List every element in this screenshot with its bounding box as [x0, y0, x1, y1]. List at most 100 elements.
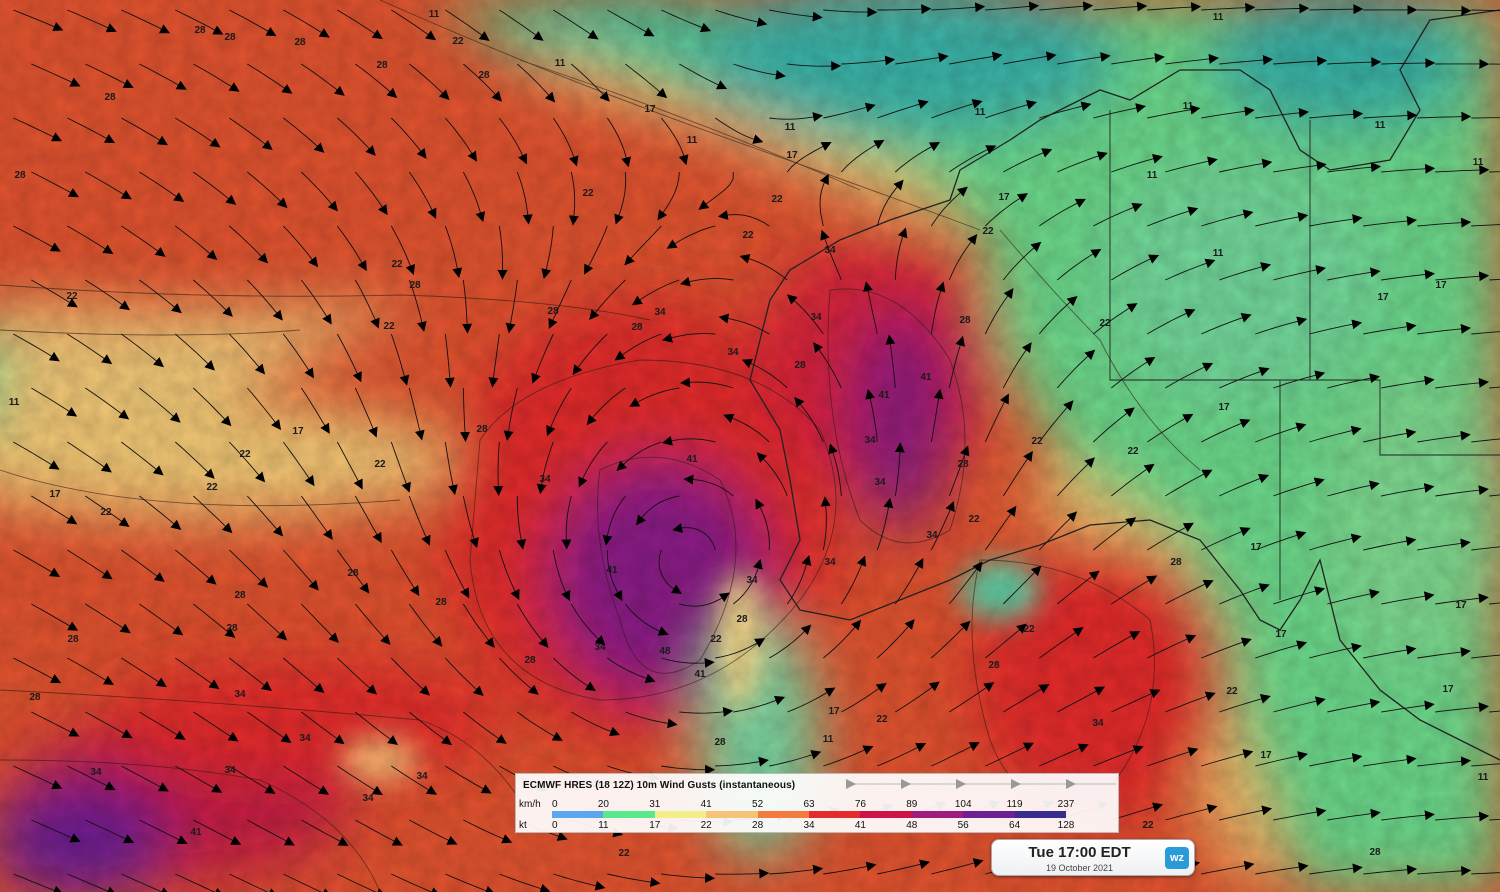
wind-streamline — [1417, 756, 1472, 767]
wind-streamline — [876, 497, 894, 551]
wind-streamline — [1363, 864, 1418, 875]
contour-label: 17 — [1260, 750, 1272, 761]
wind-streamline — [499, 873, 551, 892]
wind-streamline — [1093, 103, 1147, 119]
wind-streamline — [390, 333, 410, 386]
wind-streamline — [247, 63, 293, 94]
contour-label: 34 — [654, 307, 666, 318]
contour-label: 28 — [988, 660, 1000, 671]
wind-streamline — [1201, 749, 1254, 767]
wind-streamline — [1056, 349, 1096, 389]
wind-streamline — [193, 711, 239, 742]
wind-streamline — [390, 657, 430, 696]
wind-streamline — [741, 359, 788, 389]
wind-streamline — [121, 657, 167, 688]
wind-streamline — [614, 171, 627, 225]
wind-streamline — [679, 63, 728, 90]
wind-streamline — [85, 279, 131, 311]
wind-streamline — [1039, 101, 1092, 119]
contour-label: 28 — [547, 306, 559, 317]
wind-streamline — [408, 171, 437, 219]
wind-streamline — [1002, 565, 1042, 605]
wind-streamline — [606, 549, 623, 602]
wind-streamline — [1255, 422, 1307, 443]
contour-label: 17 — [786, 150, 798, 161]
wind-streamline — [683, 474, 734, 497]
wind-streamline — [931, 858, 984, 875]
wind-streamline — [984, 505, 1017, 551]
wind-streamline — [139, 819, 188, 845]
contour-label: 17 — [49, 489, 61, 500]
contour-label: 28 — [794, 360, 806, 371]
legend-title: ECMWF HRES (18 12Z) 10m Wind Gusts (inst… — [523, 780, 796, 791]
wind-streamline — [1363, 536, 1417, 551]
wind-streamline — [607, 873, 661, 888]
wind-streamline — [444, 225, 463, 279]
contour-label: 11 — [687, 135, 698, 146]
legend-tick: 48 — [906, 820, 918, 831]
wind-streamline — [624, 225, 662, 266]
wind-streamline — [175, 9, 224, 35]
contour-label: 11 — [823, 734, 834, 745]
contour-label: 11 — [1473, 157, 1484, 168]
contour-label: 28 — [959, 315, 971, 326]
wind-streamline — [1381, 810, 1435, 821]
colorbar-segment — [757, 811, 810, 818]
timestamp-box[interactable]: Tue 17:00 EDT 19 October 2021 wz — [991, 839, 1195, 876]
wind-streamline — [1039, 1, 1094, 12]
wind-streamline — [193, 63, 240, 92]
wind-streamline — [1435, 165, 1490, 176]
wind-streamline — [930, 500, 955, 551]
contour-label: 22 — [771, 194, 783, 205]
wind-streamline — [1147, 104, 1201, 119]
wind-streamline — [85, 819, 135, 844]
wind-streamline — [445, 765, 492, 794]
wind-streamline — [67, 117, 116, 144]
contour-label: 28 — [29, 692, 41, 703]
wind-streamline — [635, 495, 680, 526]
legend-tick: 28 — [752, 820, 764, 831]
wind-streamline — [336, 441, 363, 490]
wind-streamline — [355, 711, 399, 745]
wind-streamline — [769, 624, 812, 659]
wind-streamline — [536, 441, 554, 495]
wind-streamline — [1489, 494, 1500, 497]
wind-streamline — [31, 603, 79, 631]
wind-streamline — [1255, 107, 1309, 119]
wind-streamline — [31, 279, 78, 308]
contour-label: 28 — [476, 424, 488, 435]
wind-streamline — [31, 171, 80, 198]
wind-streamline — [949, 682, 995, 713]
wind-streamline — [409, 819, 458, 845]
wind-streamline — [121, 549, 165, 583]
wind-streamline — [787, 61, 842, 72]
wind-streamline — [1471, 9, 1500, 12]
wind-streamline — [1309, 214, 1363, 227]
wind-streamline — [1255, 530, 1307, 551]
wind-streamline — [794, 396, 824, 443]
legend-tick: 63 — [803, 799, 815, 810]
wind-streamline — [1255, 3, 1310, 14]
wind-streamline — [631, 279, 680, 306]
wind-streamline — [13, 117, 63, 142]
wind-streamline — [462, 279, 473, 334]
wind-streamline — [828, 443, 842, 497]
contour-label: 22 — [100, 507, 112, 518]
contour-label: 28 — [631, 322, 643, 333]
wind-streamline — [546, 387, 572, 437]
wind-streamline — [247, 819, 295, 846]
weatherzone-logo[interactable]: wz — [1165, 847, 1189, 869]
wind-streamline — [246, 279, 283, 321]
wind-streamline — [666, 225, 716, 249]
wind-streamline — [877, 859, 930, 875]
wind-streamline — [408, 603, 443, 647]
wind-streamline — [1381, 269, 1435, 281]
wind-streamline — [1273, 264, 1327, 281]
wind-streamline — [193, 171, 237, 205]
wind-streamline — [193, 819, 242, 845]
wind-streamline — [984, 393, 1009, 443]
wind-streamline — [517, 711, 563, 741]
wind-streamline — [493, 441, 504, 496]
wind-streamline — [1489, 602, 1500, 605]
